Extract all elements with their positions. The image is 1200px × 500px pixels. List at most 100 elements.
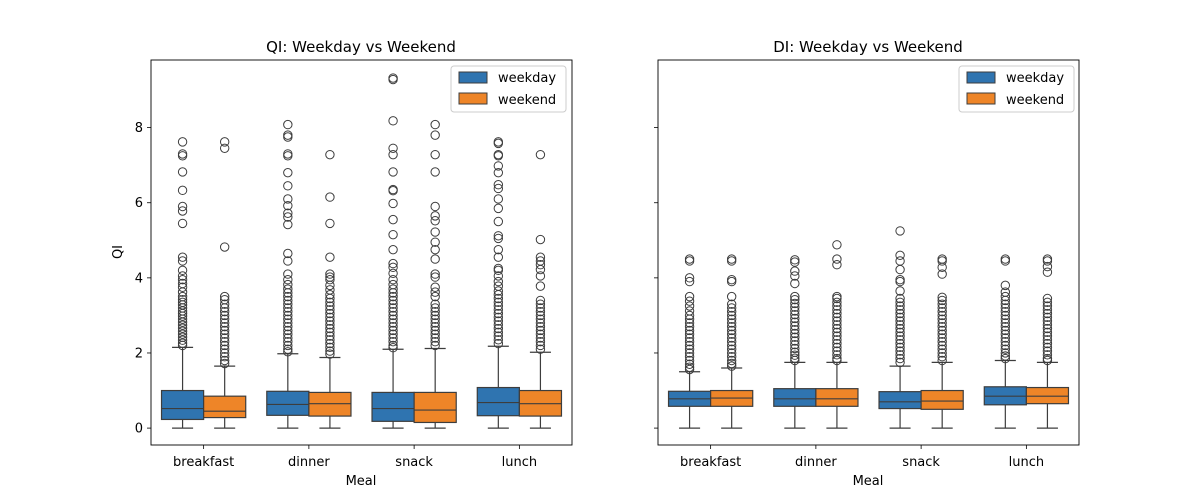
outlier-point: [325, 323, 335, 334]
x-tick-label: dinner: [288, 455, 330, 470]
outlier-point: [684, 321, 695, 332]
box-weekday: [371, 391, 415, 422]
outlier-point: [430, 287, 440, 297]
outlier-point: [283, 219, 293, 230]
outlier-point: [832, 308, 842, 319]
outlier-point: [430, 149, 440, 160]
outlier-point: [684, 276, 695, 287]
outlier-point: [325, 331, 335, 341]
outlier-point: [895, 338, 905, 349]
legend-swatch-weekday: [458, 71, 488, 84]
outlier-point: [283, 284, 293, 294]
outlier-point: [283, 295, 293, 306]
outlier-point: [535, 340, 546, 351]
outlier-point: [535, 344, 546, 354]
outlier-point: [493, 271, 504, 281]
outlier-point: [895, 353, 905, 364]
outlier-point: [430, 282, 440, 292]
x-tick-label: breakfast: [680, 455, 741, 470]
outlier-point: [283, 325, 293, 336]
outlier-point: [430, 299, 440, 309]
outlier-point: [219, 333, 230, 343]
outlier-point: [1000, 348, 1011, 358]
outlier-point: [388, 340, 398, 351]
outlier-point: [283, 212, 293, 222]
outlier-point: [219, 352, 230, 362]
outlier-point: [895, 312, 905, 322]
box-weekday: [266, 390, 310, 416]
outlier-point: [895, 320, 905, 330]
outlier-point: [177, 137, 188, 147]
outlier-point: [535, 149, 546, 160]
box-weekday: [878, 391, 922, 410]
outlier-point: [1000, 256, 1011, 266]
outlier-point: [283, 288, 293, 298]
outlier-point: [177, 275, 188, 285]
outlier-point: [177, 287, 188, 297]
outlier-point: [388, 198, 398, 209]
outlier-point: [219, 242, 230, 252]
outlier-point: [684, 352, 695, 362]
outlier-point: [219, 310, 230, 321]
outlier-point: [283, 151, 293, 161]
outlier-point: [790, 350, 800, 360]
outlier-point: [790, 324, 800, 335]
outlier-point: [832, 305, 842, 315]
outlier-point: [937, 256, 947, 266]
outlier-point: [430, 211, 440, 221]
box-weekend: [920, 389, 964, 410]
outlier-point: [388, 149, 398, 160]
outlier-point: [726, 276, 737, 287]
outlier-point: [1000, 344, 1011, 354]
outlier-point: [535, 321, 546, 332]
outlier-point: [219, 344, 230, 354]
x-tick-label: dinner: [795, 455, 837, 470]
outlier-point: [1042, 323, 1053, 334]
outlier-point: [493, 293, 504, 304]
outlier-point: [388, 268, 398, 279]
outlier-point: [493, 231, 504, 241]
outlier-point: [283, 194, 293, 204]
outlier-point: [895, 346, 905, 356]
outlier-point: [430, 306, 440, 317]
outlier-point: [325, 346, 335, 356]
outlier-point: [325, 342, 335, 353]
outlier-point: [283, 337, 293, 347]
outlier-point: [684, 362, 695, 372]
y-tick-label: 8: [135, 121, 143, 136]
outlier-point: [937, 314, 947, 324]
outlier-point: [684, 359, 695, 369]
outlier-point: [388, 343, 398, 353]
outlier-point: [535, 318, 546, 328]
outlier-point: [283, 314, 293, 324]
outlier-point: [726, 358, 737, 369]
outlier-point: [430, 318, 440, 328]
outlier-point: [388, 333, 398, 343]
outlier-point: [177, 252, 188, 262]
outlier-point: [493, 327, 504, 338]
outlier-point: [684, 296, 695, 306]
outlier-point: [283, 181, 293, 191]
outlier-point: [535, 329, 546, 339]
box-weekend: [413, 391, 457, 424]
outlier-point: [177, 185, 188, 196]
outlier-point: [895, 308, 905, 319]
outlier-point: [388, 291, 398, 302]
x-axis-label: Meal: [346, 474, 377, 489]
outlier-point: [535, 271, 546, 281]
outlier-point: [790, 340, 800, 350]
outlier-point: [430, 337, 440, 347]
outlier-point: [895, 350, 905, 360]
outlier-point: [684, 333, 695, 343]
outlier-point: [219, 299, 230, 309]
outlier-point: [1042, 301, 1053, 311]
outlier-point: [283, 306, 293, 317]
outlier-point: [283, 208, 293, 218]
outlier-point: [493, 312, 504, 322]
outlier-point: [325, 327, 335, 338]
outlier-point: [325, 312, 335, 322]
outlier-point: [726, 340, 737, 351]
outlier-point: [535, 264, 546, 275]
outlier-point: [219, 306, 230, 317]
outlier-point: [430, 340, 440, 351]
